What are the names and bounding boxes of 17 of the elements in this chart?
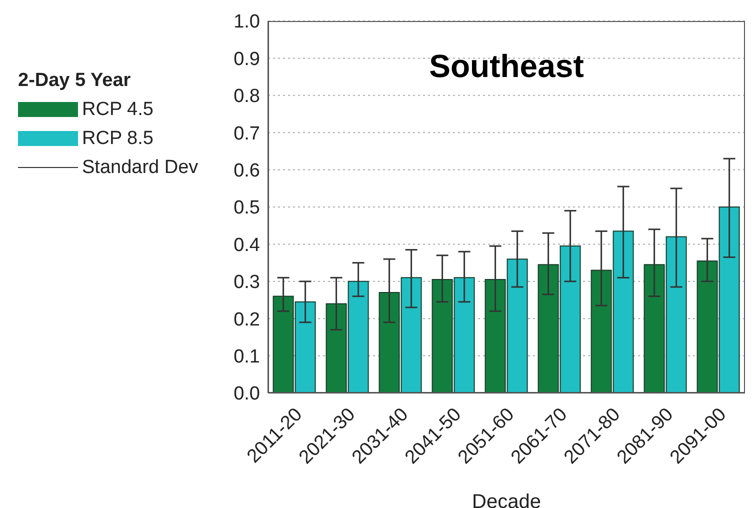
y-tick-label: 0.1 [234,346,260,368]
legend-title: 2-Day 5 Year [18,69,132,93]
text: Standard Dev [82,156,198,180]
y-tick-label: 0.7 [234,123,260,144]
y-tick-label: 0.2 [234,309,260,330]
y-tick-label: 0.0 [234,384,260,405]
legend-label: RCP 4.5 [82,98,154,122]
y-tick-label: 1.0 [234,12,260,33]
y-tick-label: 0.6 [234,160,260,182]
y-tick-label: 0.8 [234,86,260,108]
y-tick-label: 0.9 [234,48,260,70]
legend-label: RCP 8.5 [82,127,154,151]
y-tick-label: 0.3 [234,272,260,294]
y-tick-label: 0.5 [234,198,260,219]
x-axis-title: Decade [472,491,541,508]
text: Southeast [428,48,585,85]
y-tick-label: 0.4 [234,234,260,256]
